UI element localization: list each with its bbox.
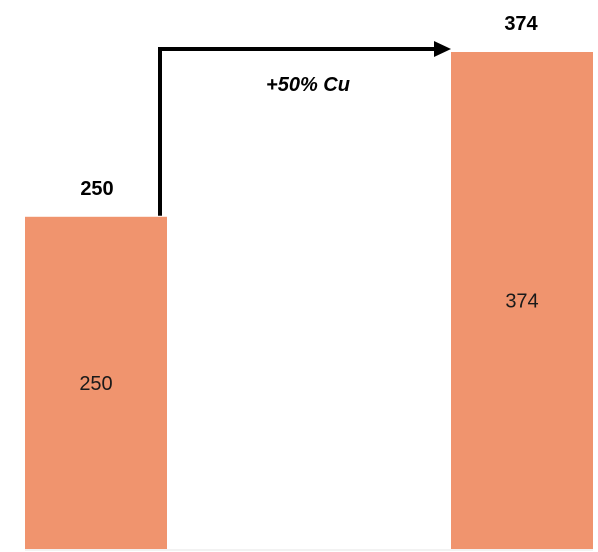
bar-1 — [25, 216, 167, 549]
change-arrow-head — [434, 41, 451, 57]
bar-2-top-label: 374 — [504, 13, 538, 35]
annotation-layer: +50% Cu — [158, 41, 451, 216]
labels-layer: 250 250 374 374 — [79, 13, 538, 395]
bar-1-inner-label: 250 — [79, 373, 112, 395]
change-annotation: +50% Cu — [266, 74, 350, 96]
change-arrow-line — [158, 47, 436, 216]
bar-1-top-label: 250 — [80, 178, 113, 200]
bar-2 — [451, 52, 593, 549]
bar-2-inner-label: 374 — [505, 291, 538, 313]
bars-layer — [25, 52, 593, 549]
